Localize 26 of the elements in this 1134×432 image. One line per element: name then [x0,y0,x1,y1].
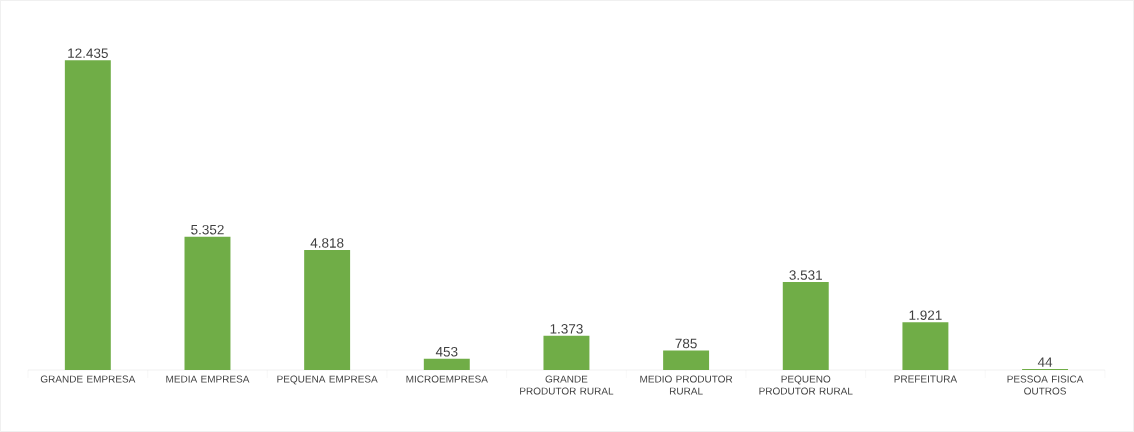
bar [902,322,949,370]
x-tick-label: PEQUENO PRODUTOR RURAL [759,375,853,395]
data-label: 1.921 [909,310,942,320]
x-tick-label: PEQUENA EMPRESA [277,375,378,385]
bar [423,358,470,370]
data-label: 44 [1037,357,1053,367]
x-tick-label: MEDIO PRODUTOR RURAL [640,375,733,395]
x-tick-label: PESSOA FISICA OUTROS [1007,375,1084,395]
data-label: 785 [675,338,697,349]
x-tick-label: MICROEMPRESA [406,375,488,383]
x-tick-label: MEDIA EMPRESA [166,375,250,383]
data-label: 3.531 [789,270,822,280]
data-label: 4.818 [310,238,344,248]
data-label: 453 [435,346,458,357]
data-label: 12.435 [68,48,108,58]
bar [543,335,590,370]
x-tick-label: PREFEITURA [894,375,958,383]
bar [304,249,351,370]
data-label: 5.352 [191,224,224,235]
x-tick-label: GRANDE PRODUTOR RURAL [520,375,614,395]
data-label: 1.373 [550,324,583,334]
bar [782,282,829,370]
x-tick-label: GRANDE EMPRESA [40,375,136,383]
bar [663,350,710,370]
bar [184,236,231,370]
bar [64,60,111,370]
